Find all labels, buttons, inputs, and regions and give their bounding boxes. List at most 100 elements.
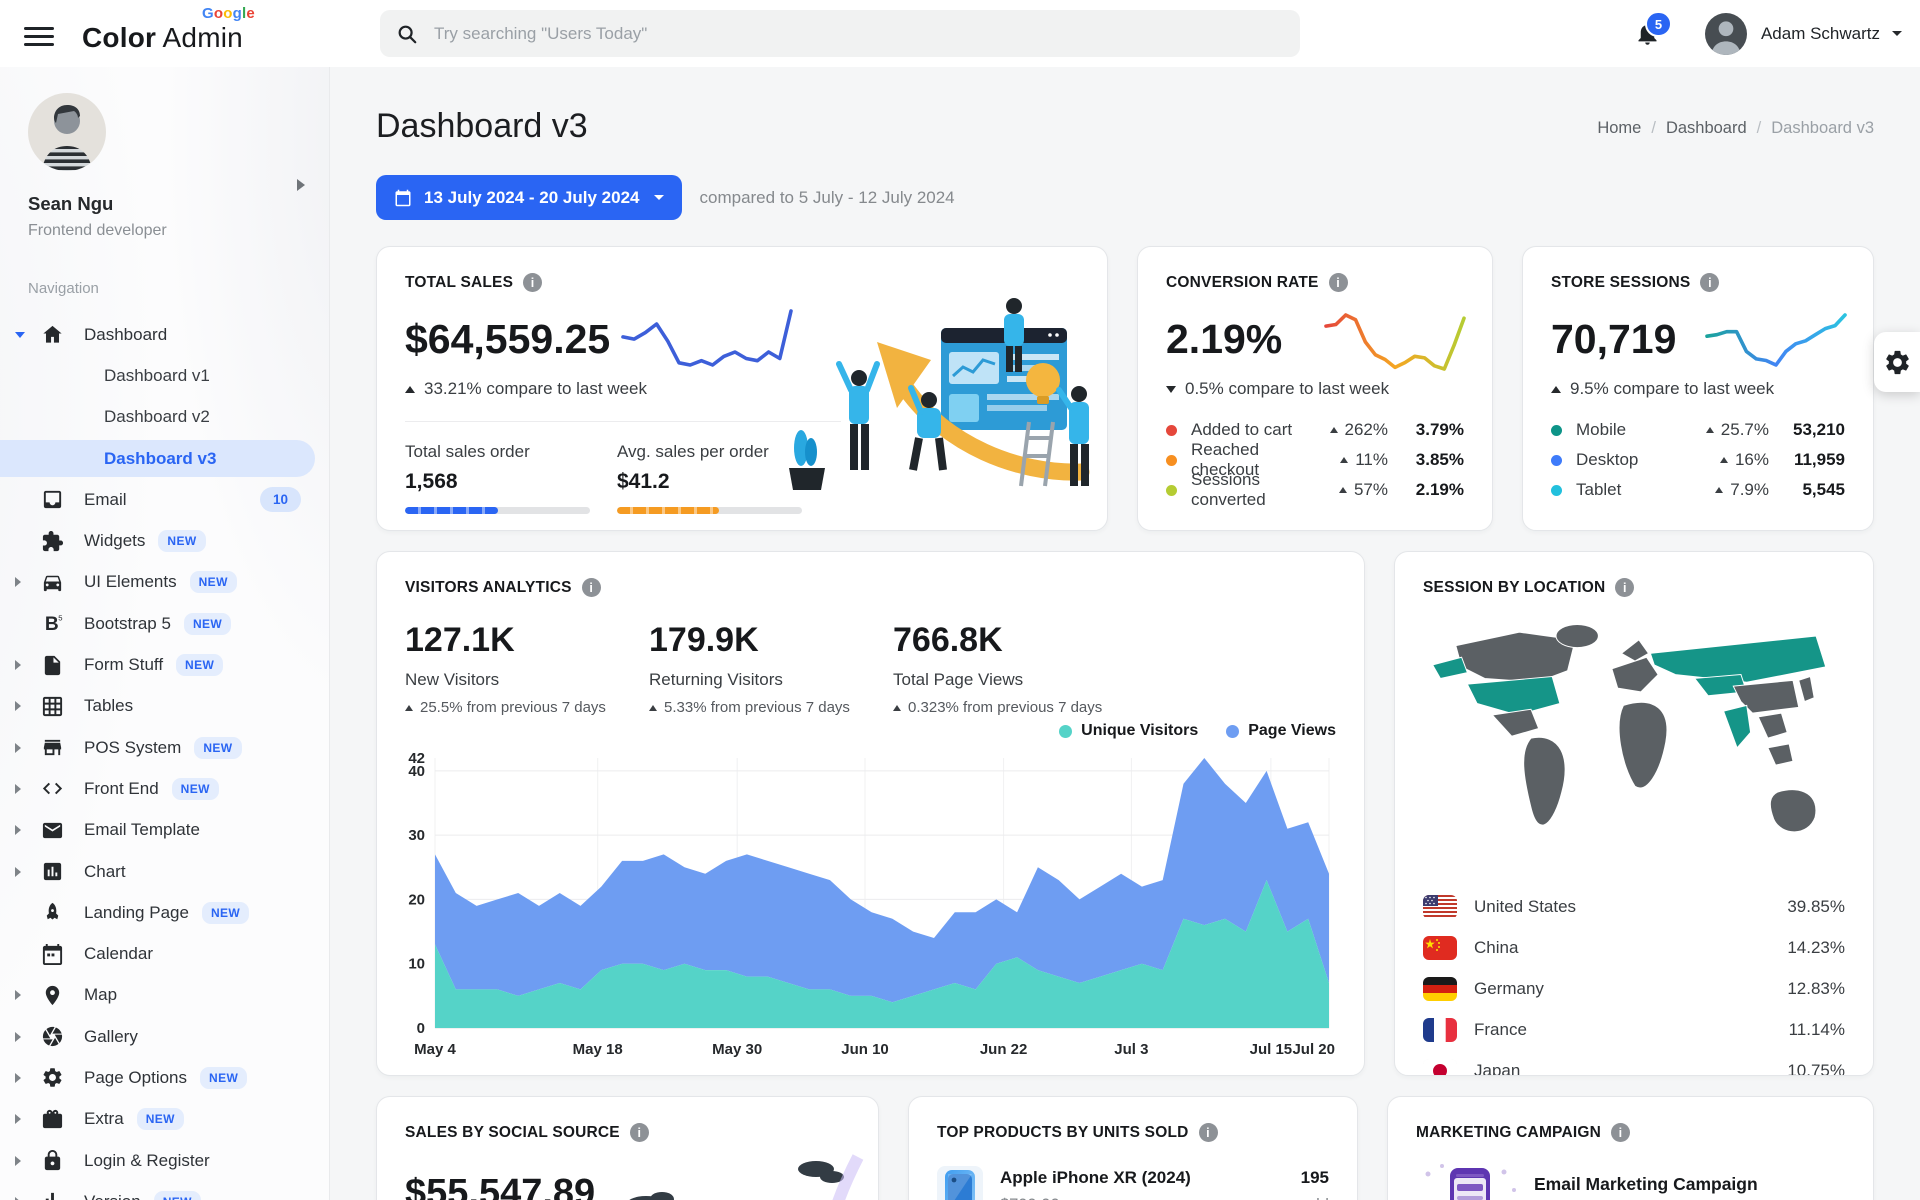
legend-item[interactable]: Page Views bbox=[1226, 722, 1336, 740]
sidebar-item-label: Dashboard v1 bbox=[104, 365, 210, 385]
new-badge: NEW bbox=[153, 1190, 201, 1200]
svg-text:0: 0 bbox=[417, 1020, 425, 1037]
arrow-up-icon bbox=[405, 704, 413, 711]
sidebar-item-pos-system[interactable]: POS System NEW bbox=[0, 727, 329, 768]
svg-text:Jul 3: Jul 3 bbox=[1114, 1041, 1148, 1058]
sidebar-item-bootstrap-5[interactable]: B 5 Bootstrap 5 NEW bbox=[0, 603, 329, 644]
country-row: China 14.23% bbox=[1423, 927, 1845, 968]
arrow-down-icon bbox=[1166, 385, 1176, 393]
table-icon bbox=[40, 694, 64, 718]
returning-visitors-stat: 179.9K Returning Visitors 5.33% from pre… bbox=[649, 621, 850, 716]
info-icon[interactable] bbox=[1615, 578, 1635, 597]
inbox-icon bbox=[40, 488, 64, 512]
sidebar-item-label: Form Stuff bbox=[84, 655, 164, 675]
rocket-icon bbox=[40, 901, 64, 925]
sidebar-item-gallery[interactable]: Gallery bbox=[0, 1016, 329, 1057]
store-icon bbox=[40, 736, 64, 760]
total-sales-sparkline bbox=[621, 309, 793, 367]
sidebar-item-label: Dashboard bbox=[84, 324, 168, 344]
info-icon[interactable] bbox=[1328, 273, 1348, 292]
new-badge: NEW bbox=[171, 777, 219, 800]
social-illustration bbox=[629, 1154, 864, 1200]
sidebar-item-extra[interactable]: Extra NEW bbox=[0, 1099, 329, 1140]
sidebar-item-ui-elements[interactable]: UI Elements NEW bbox=[0, 562, 329, 603]
chevron-down-icon bbox=[15, 331, 25, 338]
campaign-illustration bbox=[1425, 1164, 1516, 1200]
new-badge: NEW bbox=[183, 612, 232, 635]
sidebar-item-label: Dashboard v3 bbox=[104, 448, 217, 468]
user-avatar[interactable] bbox=[1704, 12, 1747, 55]
new-badge: NEW bbox=[201, 901, 250, 924]
arrow-up-icon bbox=[1329, 427, 1338, 433]
chevron-right-icon[interactable] bbox=[297, 179, 305, 191]
progress-bar bbox=[617, 507, 719, 514]
new-badge: NEW bbox=[176, 654, 224, 677]
new-badge: NEW bbox=[136, 1108, 184, 1131]
sidebar-item-front-end[interactable]: Front End NEW bbox=[0, 768, 329, 809]
breadcrumb-dashboard[interactable]: Dashboard bbox=[1665, 119, 1747, 137]
sidebar-item-tables[interactable]: Tables bbox=[0, 686, 329, 727]
sidebar-item-dashboard-v2[interactable]: Dashboard v2 bbox=[0, 397, 329, 438]
sidebar-item-version[interactable]: Version NEW bbox=[0, 1181, 329, 1200]
user-menu[interactable]: Adam Schwartz bbox=[1760, 23, 1880, 43]
date-range-button[interactable]: 13 July 2024 - 20 July 2024 bbox=[376, 175, 682, 220]
sidebar-item-map[interactable]: Map bbox=[0, 975, 329, 1016]
chevron-right-icon bbox=[15, 701, 21, 712]
sidebar-item-label: Bootstrap 5 bbox=[84, 613, 171, 633]
puzzle-icon bbox=[40, 529, 64, 553]
sidebar-item-dashboard-v1[interactable]: Dashboard v1 bbox=[0, 355, 329, 396]
country-row: Germany 12.83% bbox=[1423, 968, 1845, 1009]
sidebar-item-label: Dashboard v2 bbox=[104, 407, 210, 427]
sidebar-item-landing-page[interactable]: Landing Page NEW bbox=[0, 892, 329, 933]
breadcrumb: Home / Dashboard / Dashboard v3 bbox=[1597, 119, 1874, 137]
svg-text:May 30: May 30 bbox=[712, 1041, 762, 1058]
sidebar-item-label: Email bbox=[84, 489, 127, 509]
sidebar-item-email[interactable]: Email 10 bbox=[0, 479, 329, 520]
sidebar-item-widgets[interactable]: Widgets NEW bbox=[0, 520, 329, 561]
info-icon[interactable] bbox=[1700, 273, 1720, 292]
legend-item[interactable]: Unique Visitors bbox=[1059, 722, 1198, 740]
search-input[interactable] bbox=[432, 22, 1276, 45]
series-dot bbox=[1551, 424, 1562, 436]
breadcrumb-home[interactable]: Home bbox=[1597, 119, 1642, 137]
total-sales-order-stat: Total sales order 1,568 bbox=[405, 442, 617, 514]
global-search bbox=[380, 10, 1300, 57]
info-icon[interactable] bbox=[523, 273, 543, 292]
session-row: Tablet 7.9% 5,545 bbox=[1551, 475, 1845, 505]
theme-settings-button[interactable] bbox=[1874, 332, 1920, 392]
sidebar-item-dashboard[interactable]: Dashboard bbox=[0, 314, 329, 355]
chevron-right-icon bbox=[15, 1196, 21, 1200]
total-sales-amount: $64,559.25 bbox=[405, 316, 611, 362]
sidebar-item-label: Email Template bbox=[84, 820, 200, 840]
menu-toggle-button[interactable] bbox=[24, 22, 54, 51]
chevron-right-icon bbox=[15, 577, 21, 588]
cn-flag-icon bbox=[1423, 935, 1457, 960]
sidebar-item-chart[interactable]: Chart bbox=[0, 851, 329, 892]
series-dot bbox=[1551, 484, 1562, 496]
svg-text:Jun 10: Jun 10 bbox=[841, 1041, 889, 1058]
campaign-name: Email Marketing Campaign bbox=[1534, 1174, 1758, 1194]
sidebar-item-calendar[interactable]: Calendar bbox=[0, 933, 329, 974]
sidebar-item-email-template[interactable]: Email Template bbox=[0, 810, 329, 851]
chevron-right-icon bbox=[15, 742, 21, 753]
sidebar-item-page-options[interactable]: Page Options NEW bbox=[0, 1057, 329, 1098]
info-icon[interactable] bbox=[581, 578, 601, 597]
info-icon[interactable] bbox=[629, 1123, 649, 1142]
app-logo[interactable]: Google Color Admin bbox=[82, 5, 255, 54]
info-icon[interactable] bbox=[1198, 1123, 1218, 1142]
arrow-up-icon bbox=[649, 704, 657, 711]
gear-icon bbox=[40, 1066, 64, 1090]
chevron-right-icon bbox=[15, 866, 21, 877]
notifications-button[interactable]: 5 bbox=[1634, 11, 1672, 47]
sidebar-item-form-stuff[interactable]: Form Stuff NEW bbox=[0, 644, 329, 685]
info-icon[interactable] bbox=[1611, 1123, 1630, 1142]
chevron-right-icon bbox=[15, 1155, 21, 1166]
sidebar-profile[interactable]: Sean Ngu Frontend developer bbox=[0, 67, 329, 266]
sidebar-item-dashboard-v3[interactable]: Dashboard v3 bbox=[0, 438, 329, 479]
sidebar-item-label: Page Options bbox=[84, 1067, 188, 1087]
sidebar-item-login-register[interactable]: Login & Register bbox=[0, 1140, 329, 1181]
sidebar-item-label: Tables bbox=[84, 696, 134, 716]
chevron-down-icon bbox=[653, 195, 664, 200]
count-badge: 10 bbox=[259, 487, 301, 513]
